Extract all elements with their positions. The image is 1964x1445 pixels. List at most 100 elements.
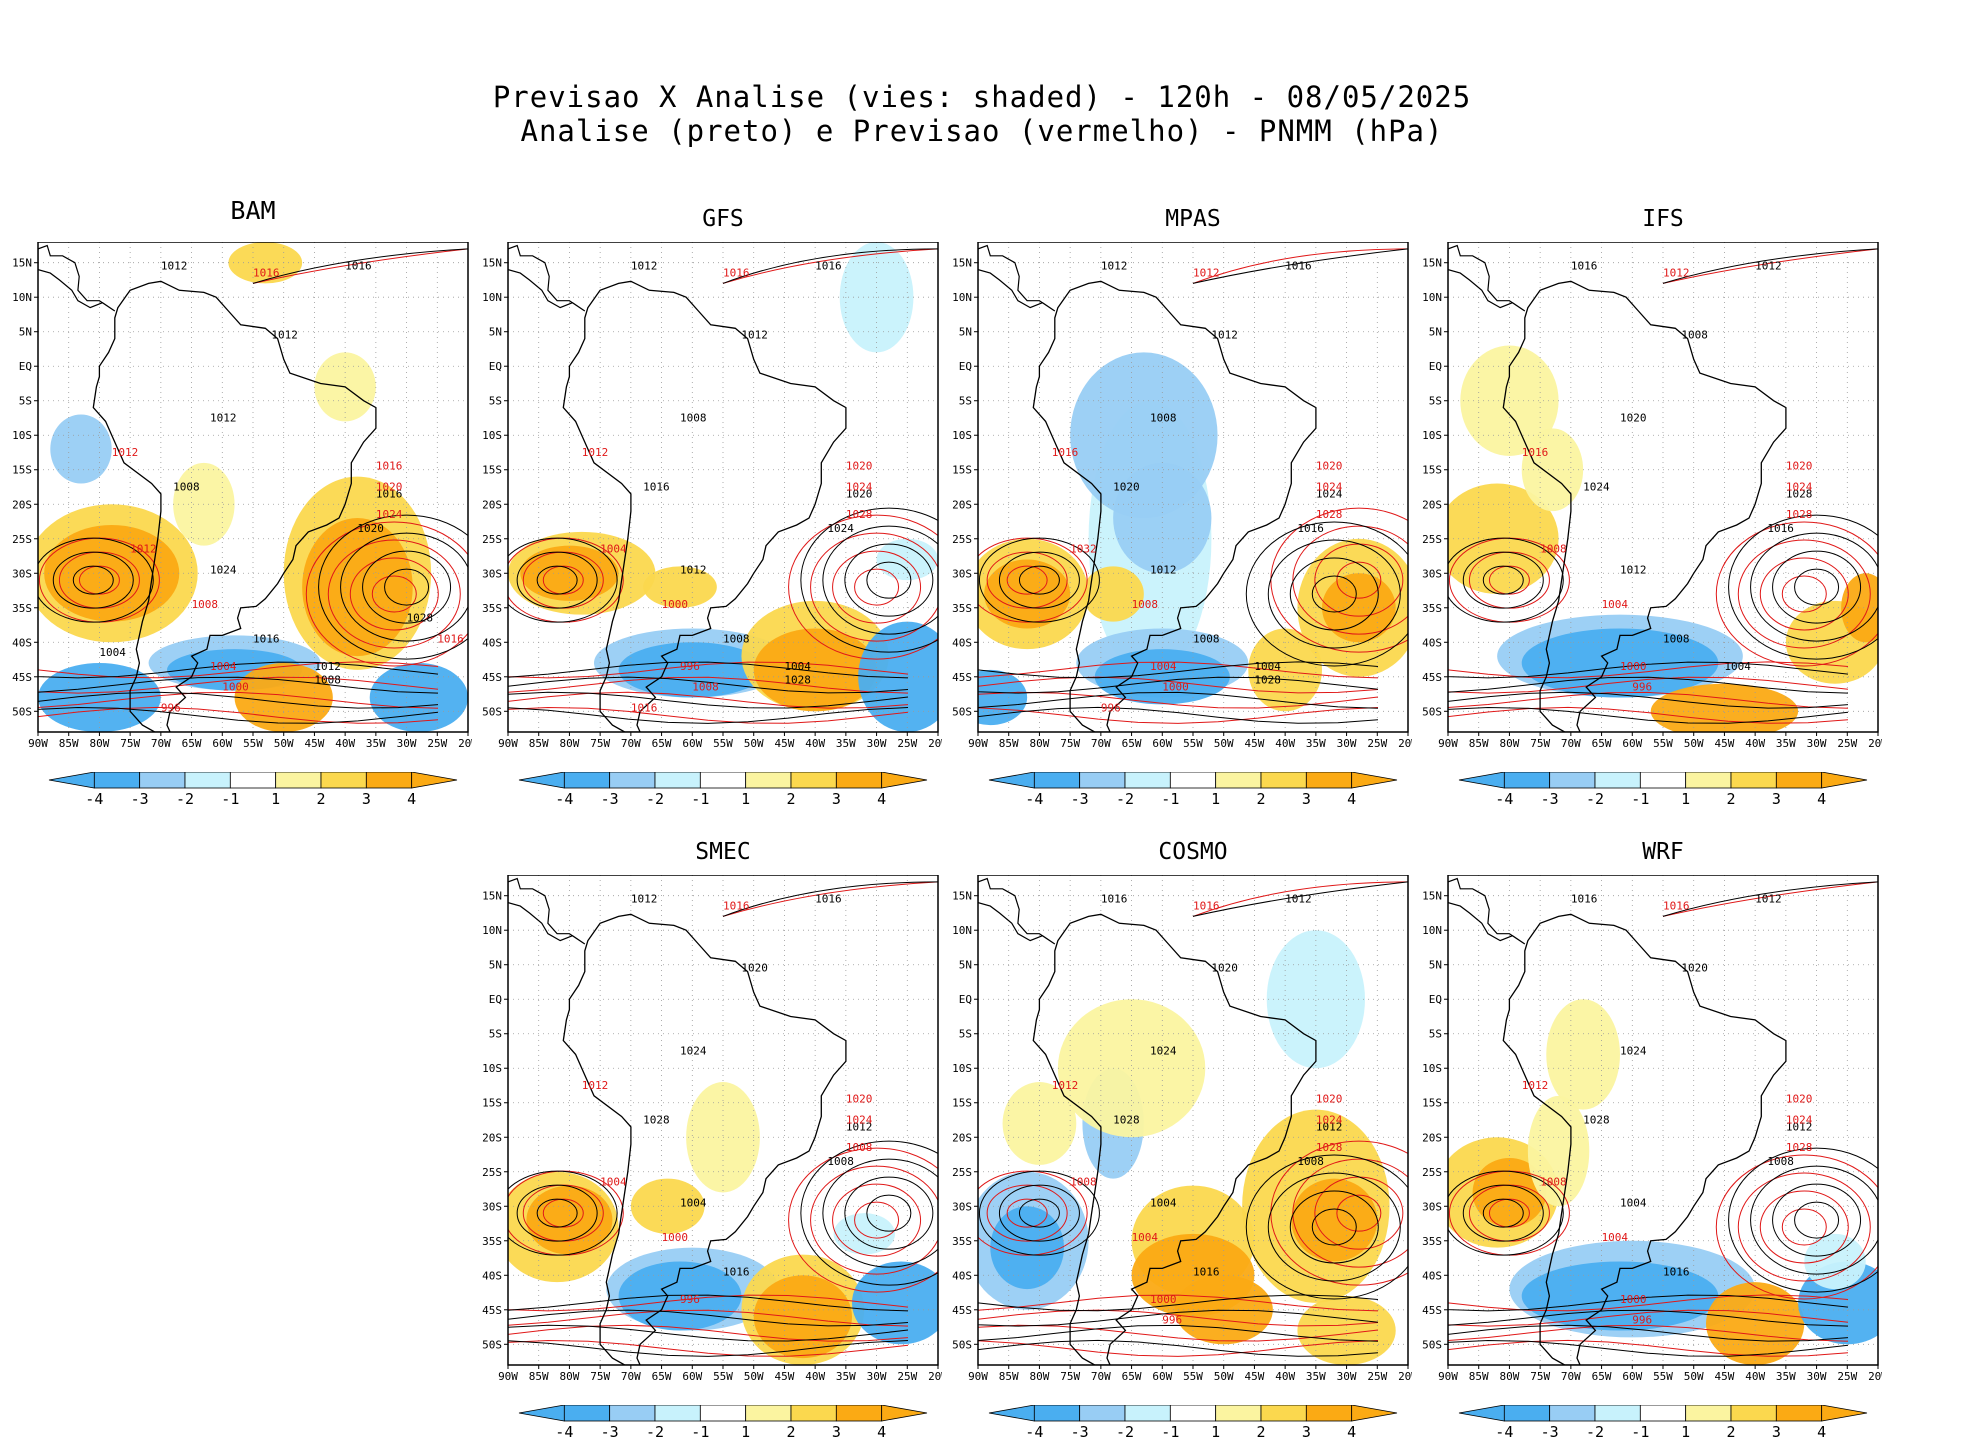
analysis-isobar-label: 1004 bbox=[1724, 660, 1751, 673]
colorbar-label: -1 bbox=[1161, 790, 1179, 808]
lon-tick-label: 20W bbox=[928, 737, 942, 750]
colorbar-label: -2 bbox=[1586, 1423, 1604, 1441]
forecast-isobar-label: 1016 bbox=[631, 701, 658, 714]
colorbar-label: 1 bbox=[1211, 1423, 1220, 1441]
lon-tick-label: 90W bbox=[498, 1370, 518, 1383]
bias-area-pos4 bbox=[753, 628, 877, 712]
south-america-outline bbox=[562, 913, 847, 1365]
figure-title-line1: Previsao X Analise (vies: shaded) - 120h… bbox=[492, 80, 1472, 114]
bias-area-pos4 bbox=[1706, 1282, 1805, 1365]
lon-tick-label: 80W bbox=[1029, 1370, 1049, 1383]
contour-labels: 1016 101210081020102410281016101210081004… bbox=[1522, 260, 1813, 694]
colorbar-label: -1 bbox=[221, 790, 239, 808]
south-america-outline bbox=[1502, 913, 1787, 1365]
colorbar-label: 1 bbox=[271, 790, 280, 808]
lon-tick-label: 65W bbox=[1592, 737, 1612, 750]
lon-tick-label: 45W bbox=[774, 737, 794, 750]
lon-tick-label: 55W bbox=[713, 737, 733, 750]
colorbar-arrow-left bbox=[518, 772, 565, 789]
analysis-isobar-label: 1012 bbox=[1150, 563, 1177, 576]
forecast-isobar-label: 1024 bbox=[1316, 1113, 1343, 1126]
map-panel-ifs: 1016 101210081020102410281016101210081004… bbox=[1422, 242, 1882, 750]
colorbar-segment bbox=[654, 1405, 701, 1422]
colorbar-segment bbox=[275, 772, 322, 789]
lon-tick-label: 55W bbox=[243, 737, 263, 750]
colorbar-label: 1 bbox=[1211, 790, 1220, 808]
forecast-isobar-label: 1024 bbox=[1786, 1113, 1813, 1126]
lon-tick-label: 20W bbox=[1868, 1370, 1882, 1383]
colorbar-segment bbox=[835, 1405, 883, 1422]
bias-area-pos4 bbox=[1841, 573, 1878, 643]
lat-tick-label: 25S bbox=[1422, 1166, 1442, 1179]
lon-tick-label: 75W bbox=[1530, 737, 1550, 750]
lat-tick-label: 5S bbox=[959, 395, 972, 408]
colorbar-segment bbox=[1503, 1405, 1551, 1422]
colorbar-label: -3 bbox=[601, 1423, 619, 1441]
colorbar-segment bbox=[1503, 772, 1551, 789]
colorbar-label: -3 bbox=[601, 790, 619, 808]
analysis-isobar-label: 1008 bbox=[1681, 329, 1708, 342]
lat-tick-label: EQ bbox=[489, 993, 502, 1006]
forecast-isobar-label: 1000 bbox=[222, 681, 249, 694]
isobars bbox=[38, 248, 468, 724]
central-america-outline bbox=[508, 877, 586, 945]
colorbar-segment bbox=[745, 772, 792, 789]
lat-tick-label: 5N bbox=[1429, 959, 1442, 972]
colorbar-label: -2 bbox=[646, 1423, 664, 1441]
lat-tick-label: 15S bbox=[12, 464, 32, 477]
colorbar-segment bbox=[229, 772, 277, 789]
isobars bbox=[508, 881, 938, 1357]
colorbar-label: 3 bbox=[832, 790, 841, 808]
lon-tick-label: 30W bbox=[397, 737, 417, 750]
lon-tick-label: 25W bbox=[427, 737, 447, 750]
colorbar-label: -4 bbox=[1495, 1423, 1513, 1441]
lat-tick-label: 50S bbox=[1422, 705, 1442, 718]
lon-tick-label: 35W bbox=[836, 1370, 856, 1383]
forecast-isobar-label: 1012 bbox=[582, 446, 609, 459]
analysis-isobar-label: 1008 bbox=[1663, 632, 1690, 645]
analysis-isobar-label: 1012 bbox=[1786, 1120, 1813, 1133]
forecast-isobar-label: 1012 bbox=[112, 446, 139, 459]
colorbar-label: -4 bbox=[555, 790, 573, 808]
colorbar-label: -4 bbox=[1025, 790, 1043, 808]
forecast-isobar-label: 1024 bbox=[846, 1113, 873, 1126]
forecast-isobar-label: 1008 bbox=[1070, 1176, 1097, 1189]
colorbar-label: 1 bbox=[1681, 1423, 1690, 1441]
forecast-isobar-label: 1000 bbox=[662, 1231, 689, 1244]
forecast-isobar-label: 1020 bbox=[846, 1093, 873, 1106]
lat-tick-label: 20S bbox=[952, 1131, 972, 1144]
colorbar-arrow-left bbox=[48, 772, 95, 789]
lat-tick-label: 50S bbox=[952, 1338, 972, 1351]
colorbar-segment bbox=[1685, 1405, 1732, 1422]
lon-tick-label: 60W bbox=[682, 737, 702, 750]
colorbar-label: 2 bbox=[786, 790, 795, 808]
colorbar-label: -1 bbox=[1161, 1423, 1179, 1441]
lon-tick-label: 25W bbox=[1367, 737, 1387, 750]
lon-tick-label: 45W bbox=[304, 737, 324, 750]
colorbar-label: 3 bbox=[832, 1423, 841, 1441]
coastline bbox=[978, 877, 1317, 1365]
forecast-isobar-label: 1024 bbox=[1316, 480, 1343, 493]
analysis-isobar-label: 1016 bbox=[723, 1265, 750, 1278]
panel-title-mpas: MPAS bbox=[1165, 206, 1221, 232]
lon-tick-label: 30W bbox=[1807, 737, 1827, 750]
colorbar-label: 1 bbox=[741, 1423, 750, 1441]
isobars bbox=[508, 248, 938, 724]
analysis-isobar-label: 1012 bbox=[1211, 329, 1238, 342]
colorbar-wrf: -4 -3 -2 -1 1 2 3 4 bbox=[1458, 1405, 1868, 1441]
lat-tick-label: 10S bbox=[952, 429, 972, 442]
colorbar-segment bbox=[1033, 772, 1081, 789]
axes: 15N 10N 5N EQ 5S 10S 15S 20S 25S 30S 35S 40S 45S 50S 9… bbox=[952, 890, 1412, 1383]
colorbar-segment bbox=[320, 772, 367, 789]
forecast-isobar-label: 996 bbox=[1162, 1314, 1182, 1327]
lat-tick-label: 45S bbox=[482, 1304, 502, 1317]
lat-tick-label: 10S bbox=[482, 429, 502, 442]
forecast-isobar-label: 1012 bbox=[130, 543, 157, 556]
lat-tick-label: 35S bbox=[952, 1235, 972, 1248]
lon-tick-label: 20W bbox=[458, 737, 472, 750]
south-america-outline bbox=[92, 280, 377, 732]
colorbar-segment bbox=[1169, 1405, 1217, 1422]
lon-tick-label: 80W bbox=[1499, 1370, 1519, 1383]
lat-tick-label: 30S bbox=[482, 1200, 502, 1213]
contour-labels: 1012 101610121008101610201024101210081004… bbox=[582, 260, 873, 715]
